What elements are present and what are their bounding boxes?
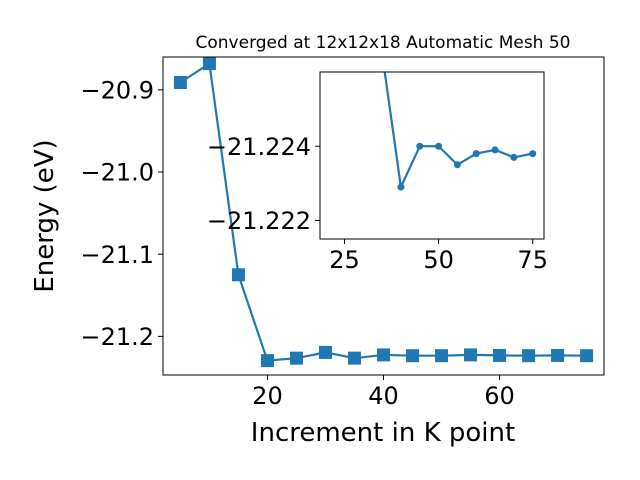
main-data-point [347,351,361,365]
main-data-point [173,75,187,89]
main-y-tick-label: −21.0 [80,159,154,187]
inset-chart: 25 50 75 −21.224 −21.222 [207,71,548,274]
inset-data-point [397,183,405,191]
main-chart-marks [173,57,594,368]
main-x-tick-label: 20 [252,382,283,410]
inset-y-tick-label: −21.222 [207,207,311,235]
main-chart-title: Converged at 12x12x18 Automatic Mesh 50 [196,33,571,53]
inset-data-point [529,150,537,158]
inset-y-tick-label: −21.224 [207,133,311,161]
main-data-point [260,354,274,368]
inset-x-tick-label: 75 [517,246,548,274]
main-x-tick-label: 60 [484,382,515,410]
main-data-point [406,349,420,363]
main-data-point [580,349,594,363]
inset-chart-marks [383,72,537,191]
main-data-point [202,57,216,71]
inset-x-tick-label: 50 [423,246,454,274]
main-data-point [377,348,390,362]
inset-plot-frame [319,71,545,240]
main-y-tick-label: −20.9 [80,77,154,105]
main-y-tick-label: −21.2 [80,323,154,351]
main-data-point [435,349,449,363]
main-data-point [464,348,478,362]
main-chart: Converged at 12x12x18 Automatic Mesh 50 … [30,33,605,448]
inset-data-point [472,150,480,158]
main-y-tick-label: −21.1 [80,241,154,269]
inset-data-point [510,153,518,161]
inset-x-ticks: 25 50 75 [329,239,548,274]
main-x-tick-label: 40 [368,382,399,410]
main-data-point [318,345,332,359]
inset-data-point [453,161,461,169]
main-data-point [231,268,245,282]
main-x-axis-label: Increment in K point [251,418,515,448]
main-data-point [551,348,565,362]
inset-y-ticks: −21.224 −21.222 [207,133,320,235]
inset-data-point [416,142,424,150]
main-data-point [493,348,507,362]
main-x-ticks: 20 40 60 [252,375,515,410]
main-data-point [522,349,536,363]
inset-x-tick-label: 25 [329,246,360,274]
main-y-axis-label: Energy (eV) [30,139,60,292]
main-data-point [289,351,303,365]
inset-data-point [491,146,499,154]
main-y-ticks: −20.9 −21.0 −21.1 −21.2 [80,77,163,351]
inset-data-point [435,142,443,150]
